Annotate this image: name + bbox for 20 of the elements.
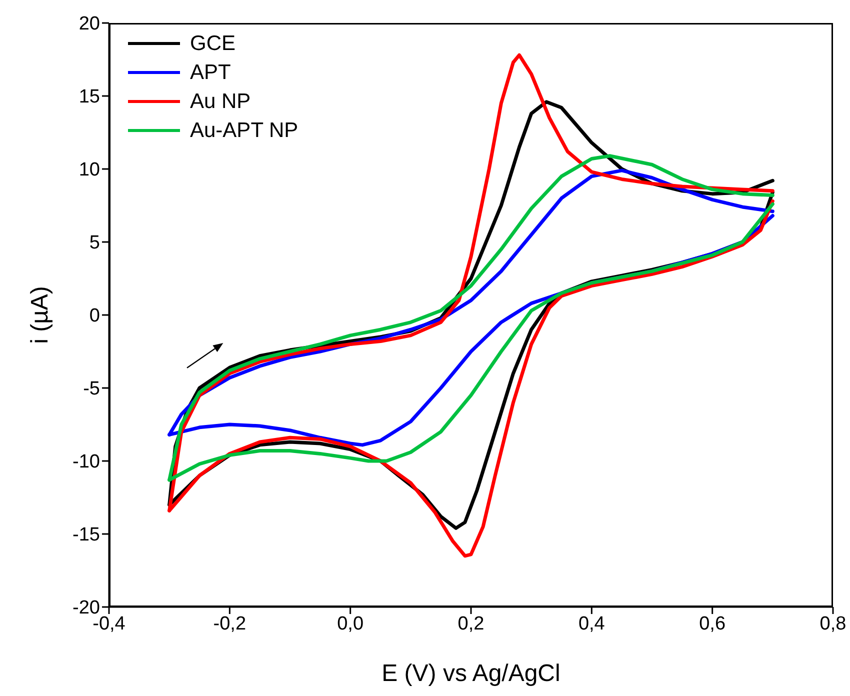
- y-tick-label: 20: [78, 14, 100, 35]
- legend-label: GCE: [190, 31, 236, 57]
- y-tick-label: -10: [72, 452, 100, 473]
- x-axis-title: E (V) vs Ag/AgCl: [382, 660, 560, 687]
- x-tick-label: 0,6: [699, 613, 726, 634]
- y-tick-label: -5: [83, 378, 100, 400]
- legend-label: Au NP: [190, 89, 251, 115]
- y-tick-label: -15: [72, 524, 100, 546]
- y-tick-label: 0: [89, 306, 100, 327]
- y-tick-label: 15: [78, 86, 100, 108]
- x-tick-label: 0,0: [337, 613, 364, 634]
- y-tick-label: 10: [78, 160, 100, 181]
- x-tick-label: 0,2: [458, 613, 484, 634]
- x-tick-label: 0,8: [820, 613, 846, 634]
- x-tick-label: 0,4: [578, 613, 606, 634]
- x-tick-label: -0,2: [213, 613, 246, 634]
- legend-label: Au-APT NP: [190, 118, 298, 144]
- legend-label: APT: [190, 60, 231, 86]
- y-axis-title: i (µA): [26, 286, 54, 344]
- y-tick-label: 5: [89, 232, 100, 254]
